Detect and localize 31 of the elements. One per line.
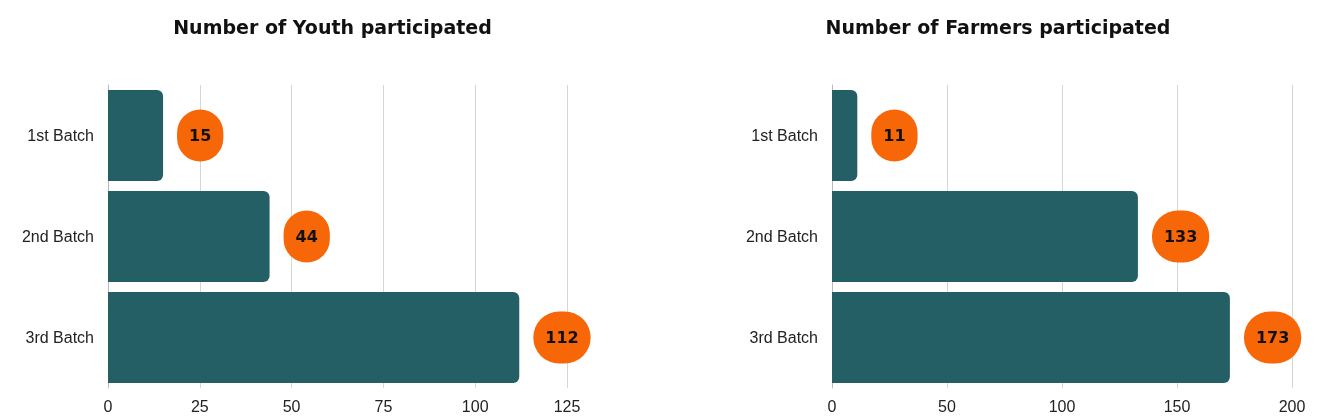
data-label: 11 (883, 126, 906, 145)
x-tick-label: 150 (1163, 397, 1191, 415)
x-tick-label: 100 (461, 397, 489, 415)
bar (108, 292, 520, 383)
y-tick-label: 3rd Batch (25, 329, 94, 346)
bar (108, 90, 164, 181)
y-tick-label: 1st Batch (751, 127, 818, 144)
x-tick-label: 200 (1278, 397, 1306, 415)
x-tick-label: 125 (553, 397, 581, 415)
x-tick-label: 0 (827, 397, 837, 415)
y-tick-label: 1st Batch (27, 127, 94, 144)
x-tick-label: 75 (374, 397, 393, 415)
bar (832, 292, 1230, 383)
y-tick-label: 2nd Batch (745, 228, 818, 245)
data-label: 173 (1255, 328, 1290, 347)
data-label: 133 (1163, 227, 1198, 246)
bar (832, 191, 1138, 282)
x-tick-label: 50 (938, 397, 956, 415)
data-label: 112 (545, 328, 579, 347)
data-label: 44 (295, 227, 318, 246)
y-tick-label: 3rd Batch (749, 329, 818, 346)
chart-title: Number of Farmers participated (825, 15, 1171, 38)
chart-title: Number of Youth participated (173, 15, 492, 38)
data-label: 15 (189, 126, 212, 145)
y-tick-label: 2nd Batch (21, 228, 94, 245)
x-tick-label: 50 (282, 397, 301, 415)
bar (832, 90, 858, 181)
x-tick-label: 0 (103, 397, 113, 415)
x-tick-label: 25 (190, 397, 209, 415)
bar (108, 191, 270, 282)
x-tick-label: 100 (1048, 397, 1076, 415)
